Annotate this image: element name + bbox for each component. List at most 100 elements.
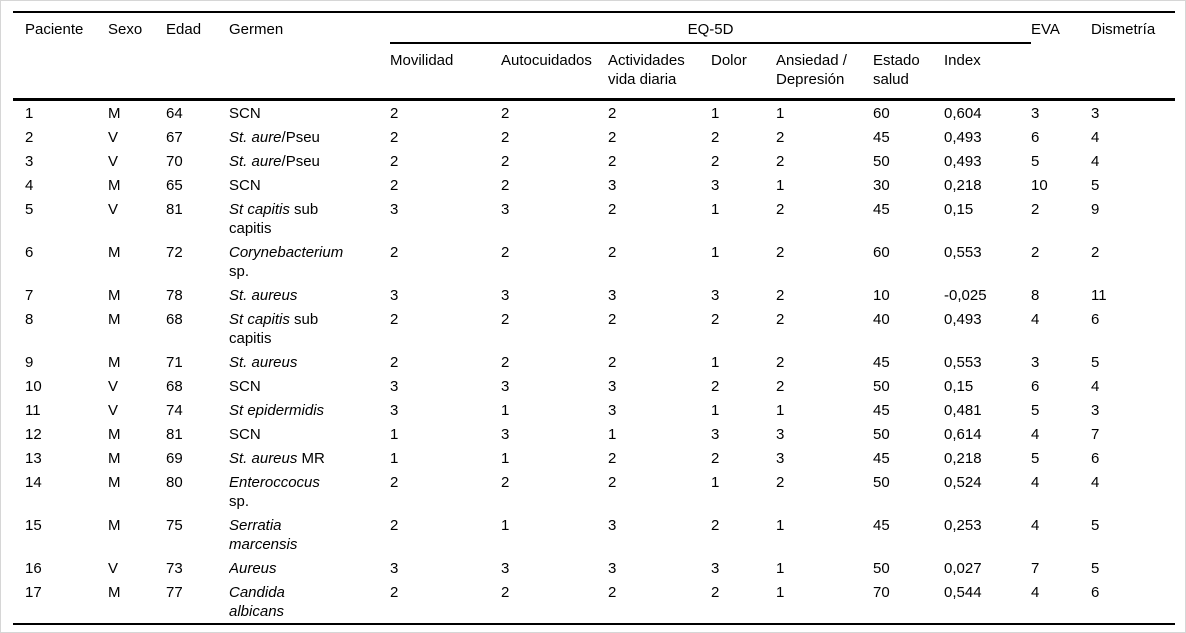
germen-line1: St. aureus — [229, 286, 384, 305]
cell-autocuidados: 1 — [501, 401, 510, 419]
cell-dismetria: 7 — [1091, 425, 1100, 443]
table-body: 1 M 64 SCN 2 2 2 1 1 60 0,604 3 3 2 V 6 7… — [13, 99, 1176, 625]
cell-estado-salud: 45 — [873, 353, 890, 371]
germen-name-italic: Candida — [229, 583, 285, 601]
cell-eva: 5 — [1031, 449, 1040, 467]
cell-estado-salud: 10 — [873, 286, 890, 304]
cell-movilidad: 2 — [390, 583, 399, 601]
cell-germen: St. aure/Pseu — [229, 125, 390, 149]
germen-line1: St. aure/Pseu — [229, 128, 384, 147]
cell-autocuidados: 2 — [501, 310, 510, 328]
cell-eva: 6 — [1031, 377, 1040, 395]
table-row: 1 M 64 SCN 2 2 2 1 1 60 0,604 3 3 — [13, 100, 1175, 126]
col-header-actividades-vida-diaria: Actividades vida diaria — [608, 52, 685, 88]
cell-edad: 68 — [166, 310, 183, 328]
cell-dismetria: 5 — [1091, 353, 1100, 371]
cell-germen: Corynebacterium sp. — [229, 240, 390, 283]
cell-dismetria: 5 — [1091, 176, 1100, 194]
cell-germen: SCN — [229, 100, 390, 126]
cell-estado-salud: 45 — [873, 128, 890, 146]
cell-autocuidados: 2 — [501, 353, 510, 371]
cell-edad: 78 — [166, 286, 183, 304]
cell-movilidad: 2 — [390, 473, 399, 491]
cell-sexo: M — [108, 516, 121, 534]
cell-ansiedad-depresion: 1 — [776, 516, 785, 534]
cell-actividades-vida-diaria: 3 — [608, 559, 617, 577]
cell-eva: 4 — [1031, 583, 1040, 601]
cell-paciente: 10 — [25, 377, 42, 395]
cell-eva: 5 — [1031, 401, 1040, 419]
cell-actividades-vida-diaria: 2 — [608, 128, 617, 146]
cell-germen: Candida albicans — [229, 580, 390, 624]
germen-name2-roman: sp. — [229, 492, 250, 510]
cell-estado-salud: 50 — [873, 152, 890, 170]
cell-dismetria: 3 — [1091, 401, 1100, 419]
germen-name-roman: SCN — [229, 176, 261, 194]
cell-paciente: 9 — [25, 353, 34, 371]
germen-line1: St. aure/Pseu — [229, 152, 384, 171]
cell-dismetria: 4 — [1091, 152, 1100, 170]
col-header-estado-salud: Estado salud — [873, 52, 920, 88]
cell-dolor: 1 — [711, 104, 720, 122]
col-header-ansiedad-depresion: Ansiedad / Depresión — [776, 52, 847, 88]
table-row: 7 M 78 St. aureus 3 3 3 3 2 10 -0,025 8 … — [13, 283, 1175, 307]
cell-edad: 73 — [166, 559, 183, 577]
cell-paciente: 16 — [25, 559, 42, 577]
cell-germen: St. aureus — [229, 283, 390, 307]
cell-dismetria: 6 — [1091, 583, 1100, 601]
germen-line1: Enteroccocus — [229, 473, 384, 492]
germen-name-italic: St capitis — [229, 200, 290, 218]
cell-estado-salud: 50 — [873, 377, 890, 395]
germen-line1: Serratia — [229, 516, 384, 535]
cell-paciente: 6 — [25, 243, 34, 261]
germen-name-italic: St epidermidis — [229, 401, 325, 419]
cell-index: 0,15 — [944, 200, 974, 218]
cell-dolor: 2 — [711, 377, 720, 395]
cell-edad: 75 — [166, 516, 183, 534]
table-row: 10 V 68 SCN 3 3 3 2 2 50 0,15 6 4 — [13, 374, 1175, 398]
table-row: 9 M 71 St. aureus 2 2 2 1 2 45 0,553 3 5 — [13, 350, 1175, 374]
table-header: Paciente Sexo Edad Germen EQ-5D EVA Dism… — [13, 12, 1175, 100]
cell-edad: 69 — [166, 449, 183, 467]
cell-index: 0,553 — [944, 353, 982, 371]
cell-autocuidados: 3 — [501, 559, 510, 577]
germen-line2: sp. — [229, 492, 384, 511]
cell-dolor: 2 — [711, 128, 720, 146]
germen-name-roman: /Pseu — [281, 152, 320, 170]
cell-ansiedad-depresion: 2 — [776, 353, 785, 371]
cell-autocuidados: 2 — [501, 473, 510, 491]
cell-sexo: M — [108, 310, 121, 328]
cell-index: 0,253 — [944, 516, 982, 534]
cell-paciente: 8 — [25, 310, 34, 328]
cell-paciente: 15 — [25, 516, 42, 534]
cell-ansiedad-depresion: 2 — [776, 200, 785, 218]
cell-index: 0,027 — [944, 559, 982, 577]
col-header-paciente: Paciente — [25, 21, 84, 38]
cell-eva: 6 — [1031, 128, 1040, 146]
cell-paciente: 17 — [25, 583, 42, 601]
cell-edad: 77 — [166, 583, 183, 601]
cell-eva: 2 — [1031, 200, 1040, 218]
cell-sexo: V — [108, 128, 119, 146]
table-row: 16 V 73 Aureus 3 3 3 3 1 50 0,027 7 5 — [13, 556, 1175, 580]
germen-name-italic: St capitis — [229, 310, 290, 328]
cell-germen: St capitis sub capitis — [229, 197, 390, 240]
germen-name-italic: Aureus — [229, 559, 277, 577]
cell-dolor: 1 — [711, 353, 720, 371]
germen-name2-roman: capitis — [229, 329, 272, 347]
cell-sexo: M — [108, 176, 121, 194]
cell-sexo: M — [108, 104, 121, 122]
table-row: 4 M 65 SCN 2 2 3 3 1 30 0,218 10 5 — [13, 173, 1175, 197]
cell-edad: 64 — [166, 104, 183, 122]
cell-edad: 72 — [166, 243, 183, 261]
cell-index: 0,493 — [944, 128, 982, 146]
germen-line1: Corynebacterium — [229, 243, 384, 262]
cell-germen: SCN — [229, 422, 390, 446]
cell-movilidad: 2 — [390, 104, 399, 122]
table-row: 6 M 72 Corynebacterium sp. 2 2 2 1 2 60 … — [13, 240, 1175, 283]
cell-autocuidados: 1 — [501, 516, 510, 534]
germen-name-italic: St. aure — [229, 152, 282, 170]
cell-eva: 4 — [1031, 473, 1040, 491]
cell-ansiedad-depresion: 1 — [776, 583, 785, 601]
table-row: 5 V 81 St capitis sub capitis 3 3 2 1 2 … — [13, 197, 1175, 240]
